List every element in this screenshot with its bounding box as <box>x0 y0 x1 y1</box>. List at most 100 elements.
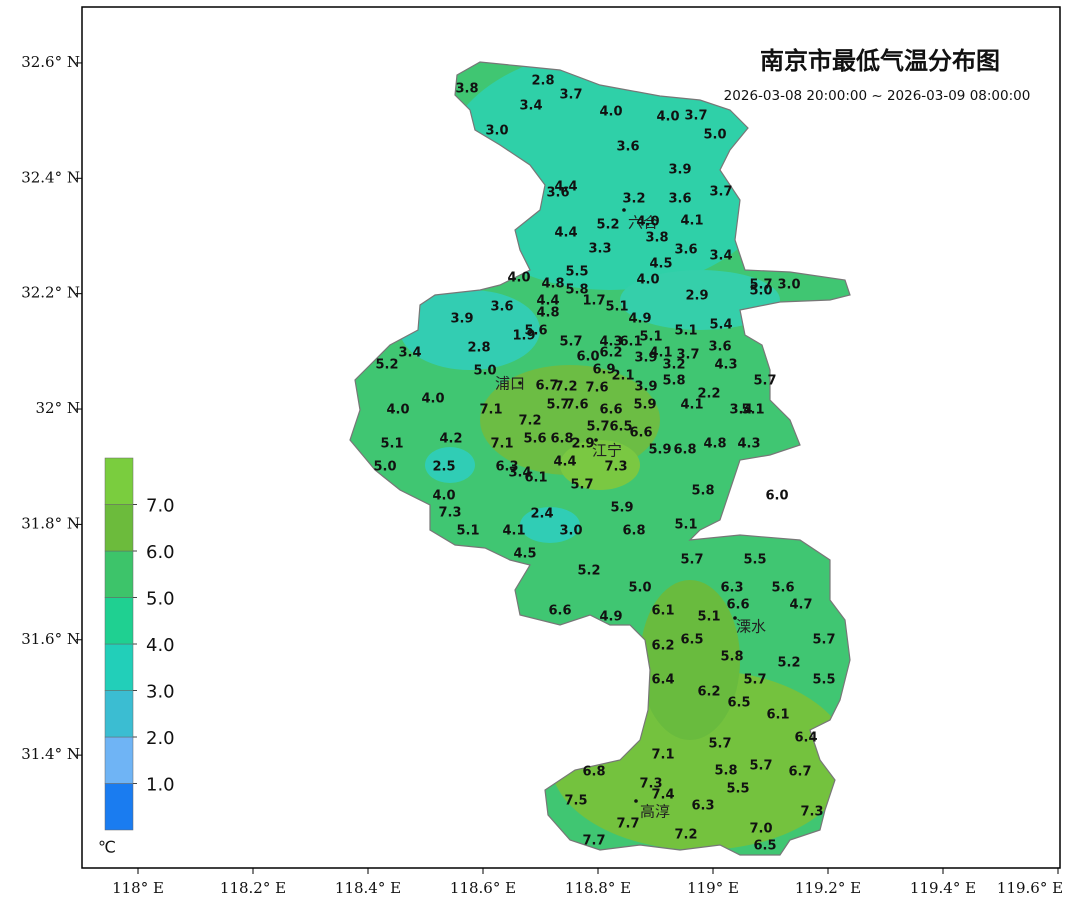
station-value: 7.1 <box>479 403 502 418</box>
station-value: 5.0 <box>628 581 651 596</box>
station-value: 7.3 <box>438 506 461 521</box>
station-value: 6.6 <box>726 598 749 613</box>
station-value: 5.7 <box>680 553 703 568</box>
station-value: 5.0 <box>473 364 496 379</box>
station-value: 6.2 <box>651 639 674 654</box>
station-value: 6.1 <box>619 335 642 350</box>
district-label: 六合 <box>628 214 658 232</box>
station-value: 3.2 <box>622 192 645 207</box>
station-value: 6.1 <box>766 708 789 723</box>
station-value: 2.2 <box>697 387 720 402</box>
district-dot <box>594 438 598 442</box>
x-tick-label: 118.6° E <box>450 879 516 897</box>
x-tick-label: 118.4° E <box>335 879 401 897</box>
station-value: 4.4 <box>554 180 577 195</box>
station-value: 3.9 <box>450 312 473 327</box>
station-value: 7.3 <box>604 460 627 475</box>
station-value: 6.1 <box>524 471 547 486</box>
station-value: 6.0 <box>765 489 788 504</box>
station-value: 7.2 <box>554 380 577 395</box>
station-value: 5.0 <box>373 460 396 475</box>
station-value: 7.6 <box>565 398 588 413</box>
station-value: 6.2 <box>697 685 720 700</box>
station-value: 4.3 <box>737 437 760 452</box>
station-value: 4.9 <box>599 610 622 625</box>
station-value: 6.0 <box>576 350 599 365</box>
station-value: 3.8 <box>645 231 668 246</box>
station-value: 3.9 <box>634 380 657 395</box>
station-value: 5.5 <box>565 265 588 280</box>
station-value: 3.6 <box>546 186 569 201</box>
station-value: 6.8 <box>622 524 645 539</box>
station-value: 1.9 <box>512 329 535 344</box>
station-value: 5.9 <box>633 398 656 413</box>
station-value: 4.5 <box>649 257 672 272</box>
station-value: 3.6 <box>674 243 697 258</box>
station-value: 5.4 <box>709 318 732 333</box>
district-label: 江宁 <box>592 442 622 460</box>
station-value: 4.0 <box>636 215 659 230</box>
station-value: 3.4 <box>709 249 732 264</box>
station-value: 5.0 <box>749 284 772 299</box>
station-value: 3.7 <box>559 88 582 103</box>
x-tick-label: 118.2° E <box>220 879 286 897</box>
station-value: 7.2 <box>674 828 697 843</box>
station-value: 5.7 <box>708 737 731 752</box>
station-value: 5.8 <box>565 283 588 298</box>
station-value: 3.4 <box>519 99 542 114</box>
station-value: 3.9 <box>634 351 657 366</box>
station-value: 4.8 <box>541 277 564 292</box>
x-tick-label: 119.2° E <box>795 879 861 897</box>
station-value: 5.1 <box>741 403 764 418</box>
station-value: 6.8 <box>582 765 605 780</box>
station-value: 7.1 <box>490 437 513 452</box>
y-tick-label: 31.4° N <box>21 745 80 763</box>
station-value: 5.2 <box>596 218 619 233</box>
station-value: 5.1 <box>674 324 697 339</box>
station-value: 5.7 <box>812 633 835 648</box>
station-value: 7.2 <box>518 414 541 429</box>
station-value: 7.0 <box>749 822 772 837</box>
station-value: 4.5 <box>513 547 536 562</box>
station-value: 4.8 <box>536 306 559 321</box>
station-value: 4.2 <box>439 432 462 447</box>
station-value: 6.7 <box>535 379 558 394</box>
legend-label: 1.0 <box>146 775 175 796</box>
station-value: 6.4 <box>794 731 817 746</box>
legend-swatch <box>104 643 134 691</box>
station-value: 4.3 <box>714 358 737 373</box>
station-value: 1.7 <box>582 294 605 309</box>
station-value: 4.0 <box>656 110 679 125</box>
station-value: 2.8 <box>467 341 490 356</box>
x-tick-label: 118.8° E <box>565 879 631 897</box>
station-value: 3.8 <box>455 82 478 97</box>
station-value: 6.3 <box>720 581 743 596</box>
station-value: 5.9 <box>648 443 671 458</box>
y-tick-label: 32.2° N <box>21 284 80 302</box>
station-value: 5.7 <box>586 420 609 435</box>
station-value: 6.5 <box>680 633 703 648</box>
legend-swatch <box>104 597 134 645</box>
district-label: 高淳 <box>640 803 670 821</box>
station-value: 4.3 <box>599 335 622 350</box>
station-value: 5.5 <box>812 673 835 688</box>
district-dot <box>634 799 638 803</box>
station-value: 7.7 <box>582 834 605 849</box>
station-value: 5.6 <box>523 432 546 447</box>
station-value: 3.0 <box>485 124 508 139</box>
y-tick-label: 32.6° N <box>21 53 80 71</box>
station-value: 5.1 <box>380 437 403 452</box>
station-value: 4.1 <box>680 214 703 229</box>
station-value: 5.5 <box>743 553 766 568</box>
station-value: 3.7 <box>676 348 699 363</box>
district-label: 溧水 <box>736 618 766 636</box>
station-value: 6.9 <box>592 363 615 378</box>
map-title: 南京市最低气温分布图 <box>760 47 1000 75</box>
station-value: 5.7 <box>749 278 772 293</box>
legend-swatch <box>104 736 134 784</box>
x-tick-label: 119.4° E <box>910 879 976 897</box>
station-value: 5.2 <box>577 564 600 579</box>
station-value: 4.4 <box>553 455 576 470</box>
station-value: 5.7 <box>753 374 776 389</box>
station-value: 6.5 <box>727 696 750 711</box>
